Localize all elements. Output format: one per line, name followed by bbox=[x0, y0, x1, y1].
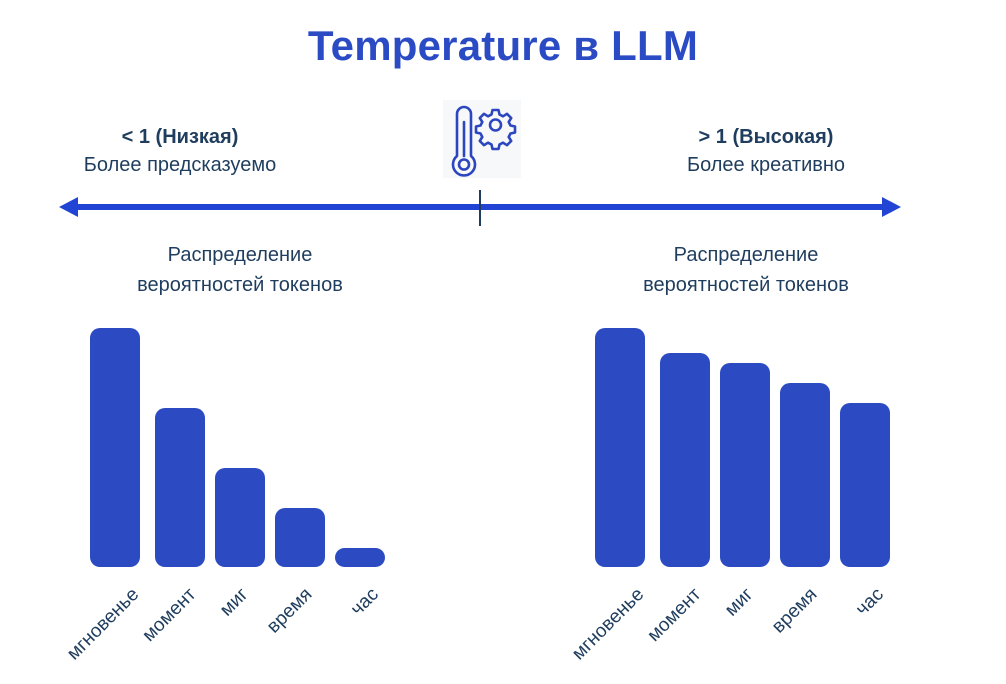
x-label: мгновенье bbox=[62, 584, 143, 665]
temperature-axis-arrow bbox=[56, 195, 906, 219]
thermometer-gear-icon bbox=[443, 100, 521, 178]
axis-center-divider bbox=[479, 190, 481, 226]
right-chart-label-line2: вероятностей токенов bbox=[643, 274, 849, 296]
right-chart-label-line1: Распределение bbox=[673, 244, 819, 266]
left-chart-label-line1: Распределение bbox=[167, 244, 313, 266]
bar-left-5 bbox=[335, 548, 385, 567]
x-label: миг bbox=[216, 584, 253, 621]
x-label: время bbox=[263, 584, 317, 638]
bar-right-4 bbox=[780, 383, 830, 567]
bar-left-3 bbox=[215, 468, 265, 567]
high-temperature-heading: > 1 (Высокая) bbox=[698, 126, 834, 148]
left-chart-label-line2: вероятностей токенов bbox=[137, 274, 343, 296]
bar-left-2 bbox=[155, 408, 205, 567]
x-label: час bbox=[851, 584, 888, 621]
bar-right-5 bbox=[840, 403, 890, 567]
bar-right-3 bbox=[720, 363, 770, 567]
bar-right-1 bbox=[595, 328, 645, 567]
x-label: время bbox=[768, 584, 822, 638]
page-title: Temperature в LLM bbox=[307, 22, 699, 69]
x-label: момент bbox=[137, 584, 200, 646]
bar-left-1 bbox=[90, 328, 140, 567]
x-label: час bbox=[346, 584, 383, 621]
left-chart-label: Распределение вероятностей токенов bbox=[90, 240, 390, 300]
low-temperature-heading: < 1 (Низкая) bbox=[121, 126, 239, 148]
low-temperature-subtitle: Более предсказуемо bbox=[83, 154, 277, 176]
x-label: миг bbox=[721, 584, 758, 621]
bar-right-2 bbox=[660, 353, 710, 567]
bar-left-4 bbox=[275, 508, 325, 567]
x-label: мгновенье bbox=[567, 584, 648, 665]
x-label: момент bbox=[642, 584, 705, 646]
high-temperature-subtitle: Более креативно bbox=[686, 154, 846, 176]
right-chart-label: Распределение вероятностей токенов bbox=[596, 240, 896, 300]
